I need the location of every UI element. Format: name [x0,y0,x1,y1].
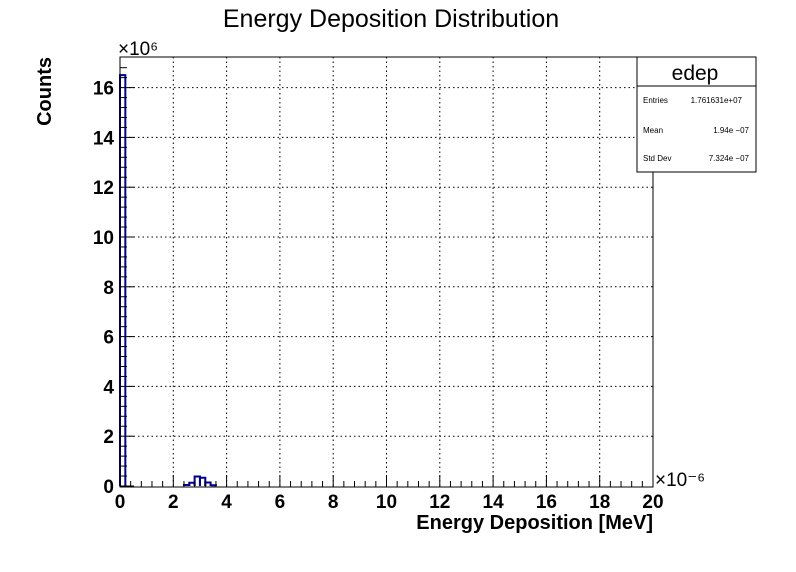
y-tick-label: 8 [103,278,114,299]
x-axis-title: Energy Deposition [MeV] [416,512,653,534]
stats-mean-label: Mean [643,126,663,135]
x-tick-label: 0 [115,492,126,513]
stats-box-title: edep [672,62,719,85]
x-tick-label: 10 [376,492,397,513]
y-tick-label: 10 [93,228,114,249]
stats-entries-label: Entries [643,96,668,105]
x-tick-label: 4 [221,492,232,513]
x-tick-label: 20 [642,492,663,513]
y-tick-label: 6 [103,328,114,349]
histogram-bin [119,74,127,486]
y-tick-labels: 0 2 4 6 8 10 12 14 16 [93,79,115,498]
y-tick-label: 0 [103,477,114,498]
y-tick-label: 12 [93,178,114,199]
stats-stddev-value: 7.324e −07 [709,154,750,163]
x-tick-label: 8 [328,492,339,513]
grid-lines [120,57,653,487]
y-tick-label: 14 [93,128,115,149]
x-tick-label: 16 [536,492,557,513]
x-tick-label: 14 [483,492,505,513]
y-tick-label: 4 [103,377,114,398]
stats-entries-value: 1.761631e+07 [691,96,743,105]
histogram-bin [209,484,217,487]
y-axis-multiplier: ×10⁶ [118,39,158,60]
stats-stddev-label: Std Dev [643,154,671,163]
x-tick-label: 6 [275,492,286,513]
y-tick-label: 2 [103,427,114,448]
histogram-bins [119,74,217,487]
x-tick-labels: 0 2 4 6 8 10 12 14 16 18 20 [115,492,664,513]
x-tick-label: 2 [168,492,179,513]
y-axis-title: Counts [34,57,56,126]
chart-title: Energy Deposition Distribution [223,5,559,33]
stats-mean-value: 1.94e −07 [713,126,749,135]
axis-ticks [119,67,654,487]
y-tick-label: 16 [93,79,114,100]
x-axis-multiplier: ×10⁻⁶ [655,470,705,491]
x-tick-label: 12 [429,492,450,513]
stats-box: edep Entries 1.761631e+07 Mean 1.94e −07… [636,56,757,173]
x-tick-label: 18 [589,492,610,513]
stats-box-frame [636,56,757,173]
